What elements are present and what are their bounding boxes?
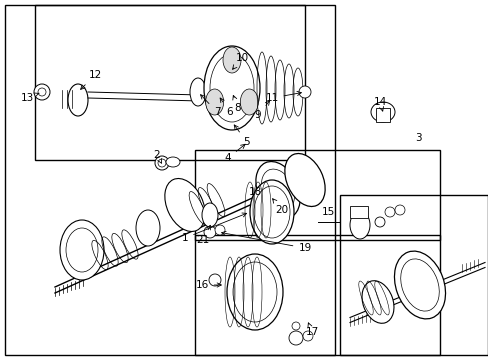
Text: 4: 4 <box>224 144 244 163</box>
Ellipse shape <box>361 281 393 323</box>
Ellipse shape <box>164 179 205 231</box>
Ellipse shape <box>68 84 88 116</box>
Circle shape <box>394 205 404 215</box>
Circle shape <box>155 156 169 170</box>
Text: 11: 11 <box>265 91 301 103</box>
Text: 6: 6 <box>220 98 233 117</box>
Text: 1: 1 <box>182 213 246 243</box>
Bar <box>339 195 487 355</box>
Ellipse shape <box>285 153 325 207</box>
Bar <box>349 206 367 218</box>
Ellipse shape <box>240 89 258 115</box>
Ellipse shape <box>226 254 283 330</box>
Ellipse shape <box>190 78 205 106</box>
Ellipse shape <box>394 251 445 319</box>
Text: 3: 3 <box>414 133 421 143</box>
Circle shape <box>291 322 299 330</box>
Bar <box>35 5 305 160</box>
Circle shape <box>298 86 310 98</box>
Ellipse shape <box>203 46 260 130</box>
Ellipse shape <box>400 259 438 311</box>
Circle shape <box>374 217 384 227</box>
Text: 19: 19 <box>221 231 311 253</box>
Ellipse shape <box>60 220 104 280</box>
Text: 15: 15 <box>321 207 334 217</box>
Ellipse shape <box>66 228 98 272</box>
Text: 9: 9 <box>254 101 269 120</box>
Bar <box>195 235 439 355</box>
Text: 18: 18 <box>248 187 261 197</box>
Ellipse shape <box>249 180 293 244</box>
Ellipse shape <box>205 89 223 115</box>
Circle shape <box>208 274 221 286</box>
Text: 8: 8 <box>232 95 241 113</box>
Text: 16: 16 <box>195 280 221 290</box>
Text: 2: 2 <box>153 150 161 163</box>
Circle shape <box>215 225 224 235</box>
Text: 10: 10 <box>232 53 248 69</box>
Circle shape <box>203 226 216 238</box>
Text: 13: 13 <box>20 93 39 103</box>
Bar <box>195 150 439 240</box>
Ellipse shape <box>202 203 218 227</box>
Text: 5: 5 <box>234 125 250 147</box>
Text: 14: 14 <box>373 97 386 111</box>
Circle shape <box>303 331 312 341</box>
Ellipse shape <box>349 211 369 239</box>
Bar <box>375 108 389 122</box>
Circle shape <box>38 88 46 96</box>
Ellipse shape <box>165 157 180 167</box>
Circle shape <box>384 207 394 217</box>
Text: 12: 12 <box>81 70 102 89</box>
Ellipse shape <box>136 210 160 246</box>
Ellipse shape <box>253 186 289 238</box>
Ellipse shape <box>232 262 276 322</box>
Text: 21: 21 <box>196 225 210 245</box>
Bar <box>5 5 334 355</box>
Ellipse shape <box>255 162 300 219</box>
Text: 17: 17 <box>305 323 318 337</box>
Ellipse shape <box>370 102 394 122</box>
Text: 20: 20 <box>272 199 288 215</box>
Circle shape <box>34 84 50 100</box>
Ellipse shape <box>223 47 241 73</box>
Circle shape <box>288 331 303 345</box>
Ellipse shape <box>261 169 294 211</box>
Circle shape <box>158 159 165 167</box>
Text: 7: 7 <box>200 95 220 117</box>
Ellipse shape <box>209 54 253 122</box>
